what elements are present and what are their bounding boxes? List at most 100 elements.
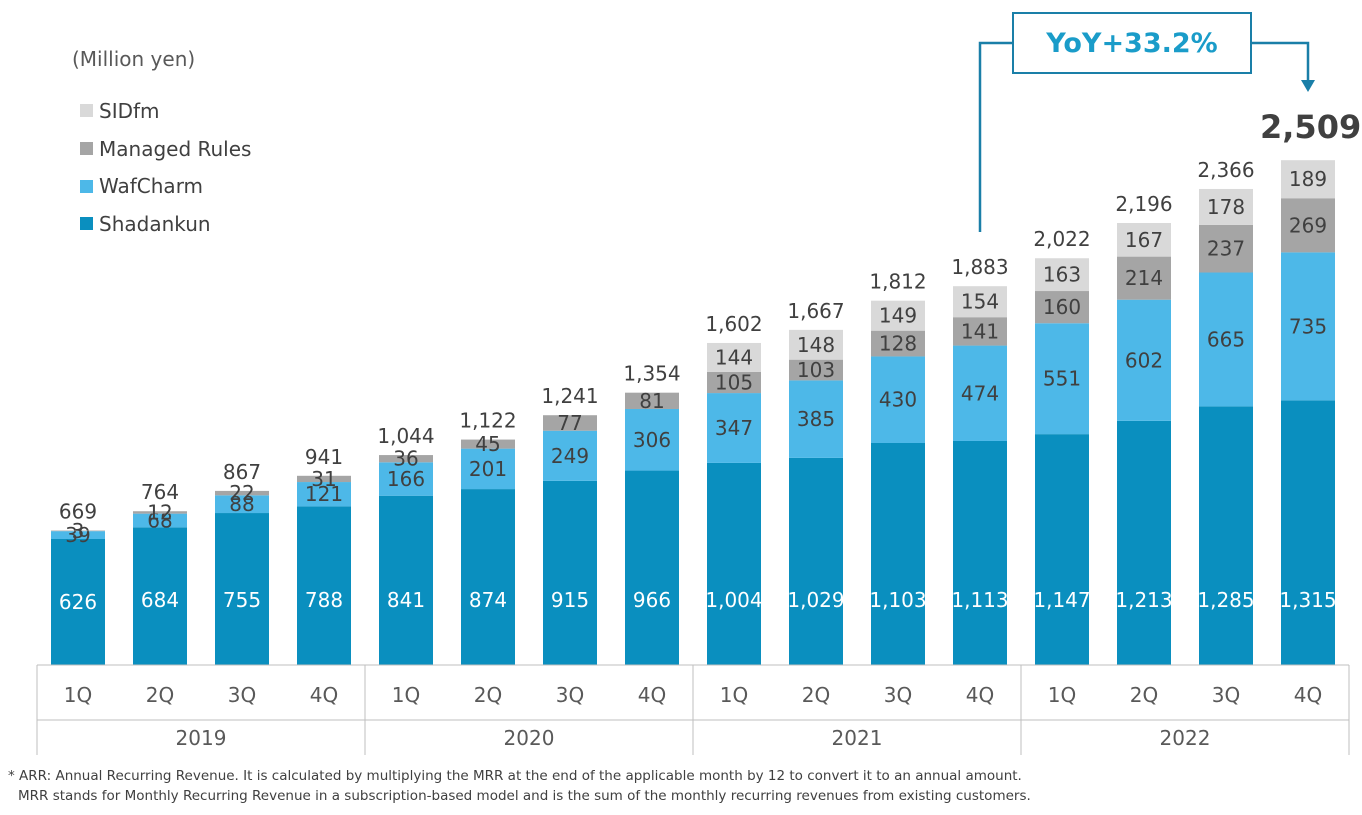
group-label: 2019 (176, 726, 227, 750)
data-label: 841 (387, 588, 425, 612)
data-label: 1,113 (951, 588, 1008, 612)
data-label: 149 (879, 304, 917, 328)
data-label: 22 (229, 481, 254, 505)
data-label: 347 (715, 416, 753, 440)
yoy-callout: YoY+33.2% (1012, 12, 1252, 74)
data-label: 88 (229, 492, 254, 516)
total-label: 669 (59, 500, 97, 524)
bar-segment-shadankun (1117, 420, 1171, 665)
total-label: 2,366 (1197, 158, 1254, 182)
data-label: 148 (797, 333, 835, 357)
bar-segment-shadankun (1199, 406, 1253, 665)
x-tick-label: 3Q (228, 683, 256, 707)
x-tick-label: 4Q (638, 683, 666, 707)
bar-segment-shadankun (51, 539, 105, 665)
group-label: 2021 (832, 726, 883, 750)
data-label: 214 (1125, 266, 1163, 290)
data-label: 77 (557, 411, 582, 435)
data-label: 249 (551, 444, 589, 468)
bar-segment-wafcharm (215, 495, 269, 514)
bar-segment-shadankun (789, 457, 843, 665)
data-label: 874 (469, 588, 507, 612)
bar-segment-wafcharm (871, 356, 925, 443)
data-label: 81 (639, 389, 664, 413)
data-label: 121 (305, 482, 343, 506)
data-label: 31 (311, 467, 336, 491)
bar-segment-wafcharm (379, 462, 433, 496)
data-label: 178 (1207, 195, 1245, 219)
legend-label-managed-rules: Managed Rules (99, 136, 252, 161)
bar-segment-wafcharm (1199, 272, 1253, 407)
x-tick-label: 3Q (884, 683, 912, 707)
bar-segment-managed-rules (953, 317, 1007, 346)
chart-legend: SIDfm Managed Rules WafCharm Shadankun (80, 92, 251, 243)
data-label: 735 (1289, 314, 1327, 338)
bar-segment-wafcharm (461, 448, 515, 490)
bar-segment-shadankun (215, 513, 269, 665)
bar-segment-shadankun (543, 480, 597, 665)
bar-segment-managed-rules (1281, 198, 1335, 253)
bar-segment-shadankun (379, 495, 433, 665)
total-label: 1,354 (623, 362, 680, 386)
bar-segment-shadankun (953, 440, 1007, 665)
total-label: 1,812 (869, 270, 926, 294)
unit-label: (Million yen) (72, 47, 196, 71)
bar-segment-managed-rules (51, 530, 105, 532)
data-label: 474 (961, 381, 999, 405)
bar-segment-managed-rules (789, 359, 843, 381)
bar-segment-managed-rules (133, 511, 187, 514)
bar-segment-managed-rules (461, 439, 515, 449)
x-tick-label: 1Q (1048, 683, 1076, 707)
data-label: 163 (1043, 263, 1081, 287)
x-tick-label: 2Q (146, 683, 174, 707)
data-label: 144 (715, 345, 753, 369)
legend-label-wafcharm: WafCharm (99, 174, 204, 199)
x-tick-label: 3Q (1212, 683, 1240, 707)
bar-segment-sidfm (789, 329, 843, 360)
data-label: 1,029 (787, 588, 844, 612)
bar-segment-managed-rules (215, 490, 269, 496)
bar-segment-sidfm (871, 300, 925, 331)
legend-label-sidfm: SIDfm (99, 98, 160, 123)
x-tick-label: 2Q (474, 683, 502, 707)
legend-swatch-shadankun (80, 217, 93, 231)
data-label: 1,285 (1197, 588, 1254, 612)
bar-segment-sidfm (707, 342, 761, 372)
data-label: 788 (305, 588, 343, 612)
legend-swatch-wafcharm (80, 179, 93, 193)
bar-segment-managed-rules (379, 455, 433, 463)
total-label: 2,022 (1033, 227, 1090, 251)
bar-segment-wafcharm (297, 482, 351, 507)
data-label: 201 (469, 457, 507, 481)
total-label: 1,122 (459, 409, 516, 433)
bar-segment-shadankun (871, 442, 925, 665)
data-label: 167 (1125, 228, 1163, 252)
bar-segment-shadankun (133, 527, 187, 665)
data-label: 626 (59, 590, 97, 614)
data-label: 39 (65, 523, 90, 547)
data-label: 103 (797, 358, 835, 382)
total-label: 1,667 (787, 299, 844, 323)
bar-segment-wafcharm (789, 380, 843, 458)
data-label: 1,147 (1033, 588, 1090, 612)
yoy-arrow-head (1301, 80, 1315, 92)
data-label: 160 (1043, 295, 1081, 319)
data-label: 684 (141, 588, 179, 612)
legend-item-shadankun: Shadankun (80, 205, 251, 243)
bar-segment-shadankun (461, 489, 515, 665)
highlight-total: 2,509* (1260, 108, 1362, 146)
total-label: 1,883 (951, 255, 1008, 279)
bar-segment-wafcharm (51, 531, 105, 540)
x-tick-label: 3Q (556, 683, 584, 707)
x-tick-label: 1Q (64, 683, 92, 707)
yoy-connector-left (978, 41, 1012, 232)
x-tick-label: 4Q (1294, 683, 1322, 707)
bar-segment-managed-rules (297, 475, 351, 483)
bar-segment-managed-rules (871, 330, 925, 357)
legend-swatch-managed-rules (80, 142, 93, 156)
legend-item-wafcharm: WafCharm (80, 167, 251, 205)
bar-segment-managed-rules (1199, 224, 1253, 273)
data-label: 3 (72, 519, 85, 543)
data-label: 306 (633, 428, 671, 452)
